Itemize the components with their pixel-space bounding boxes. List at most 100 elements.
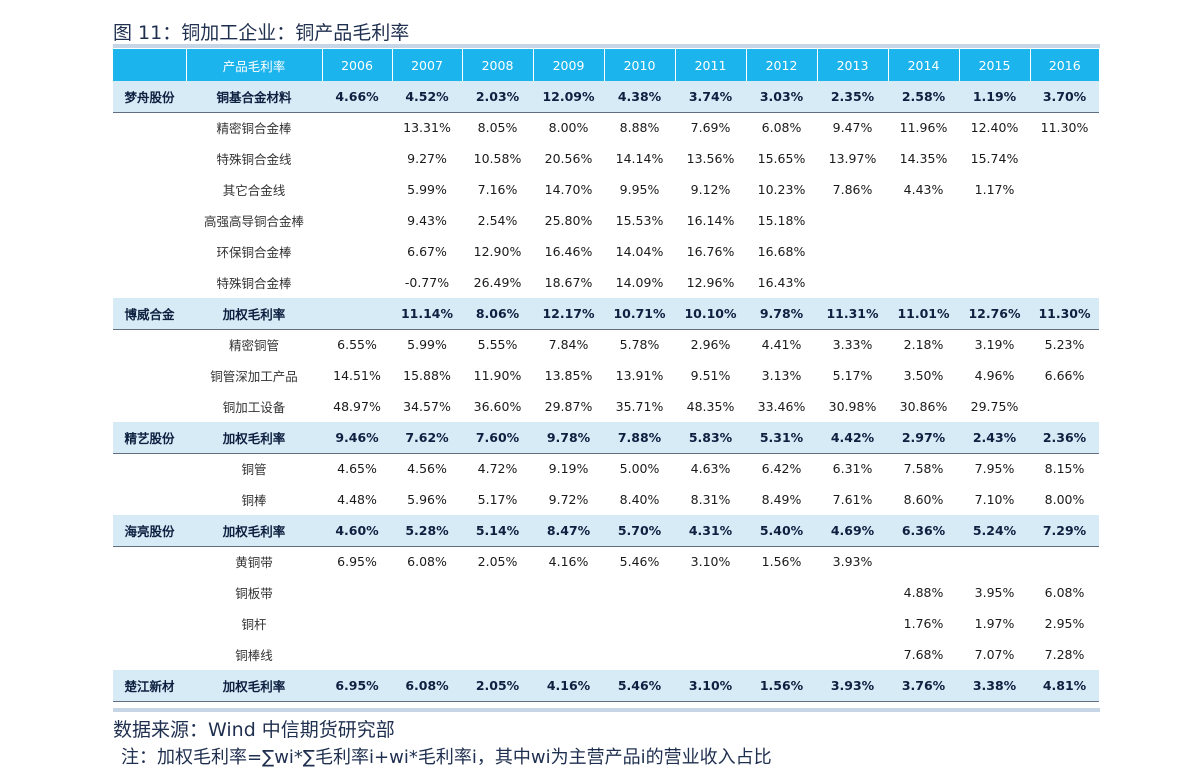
product-cell: 精密铜管 xyxy=(228,338,279,354)
product-cell: 加权毛利率 xyxy=(186,422,322,454)
table-row: 高强高导铜合金棒 9.43% 2.54% 25.80% 15.53% 16.14% 15.1… xyxy=(113,205,1099,236)
value-cell: 4.96% xyxy=(974,368,1015,383)
value-cell: 12.90% xyxy=(473,244,522,259)
value-cell: 5.14% xyxy=(462,515,533,547)
value-cell: 4.81% xyxy=(1030,670,1099,702)
value-cell: 5.40% xyxy=(746,515,817,547)
value-cell: 16.68% xyxy=(757,244,806,259)
value-cell: 11.14% xyxy=(392,298,462,330)
value-cell: 34.57% xyxy=(403,399,451,414)
table-row: 铜杆 1.76% 1.97% 2.95% xyxy=(113,608,1099,639)
product-cell: 铜板带 xyxy=(235,586,273,601)
value-cell: 14.14% xyxy=(615,151,664,166)
company-cell xyxy=(113,236,186,267)
value-cell: 5.17% xyxy=(477,492,518,507)
value-cell: 4.16% xyxy=(548,554,589,570)
value-cell: 6.95% xyxy=(337,554,377,570)
value-cell: 1.19% xyxy=(959,81,1030,113)
company-cell xyxy=(113,391,186,422)
value-cell: 6.55% xyxy=(337,337,377,353)
company-cell xyxy=(113,608,186,639)
value-cell: 8.00% xyxy=(548,120,589,136)
value-cell: 8.05% xyxy=(477,120,518,136)
value-cell: 3.50% xyxy=(903,368,944,383)
value-cell: 4.56% xyxy=(407,461,447,477)
value-cell: 10.10% xyxy=(675,298,746,330)
company-cell xyxy=(113,112,186,143)
value-cell: 8.15% xyxy=(1044,461,1085,477)
value-cell: 3.10% xyxy=(675,670,746,702)
value-cell: 14.35% xyxy=(899,151,948,166)
value-cell: 5.24% xyxy=(959,515,1030,547)
table-body: 梦舟股份 铜基合金材料 4.66% 4.52% 2.03% 12.09% 4.38% 3.74… xyxy=(113,81,1099,702)
value-cell xyxy=(1030,143,1099,174)
value-cell: 8.06% xyxy=(462,298,533,330)
value-cell xyxy=(888,267,959,298)
company-cell xyxy=(113,639,186,670)
value-cell: 12.76% xyxy=(959,298,1030,330)
value-cell: 6.08% xyxy=(392,670,462,702)
value-cell: 5.70% xyxy=(604,515,675,547)
value-cell: 7.84% xyxy=(548,337,589,353)
value-cell xyxy=(462,608,533,639)
value-cell: 7.10% xyxy=(974,492,1015,507)
product-cell: 铜基合金材料 xyxy=(186,81,322,113)
value-cell: 13.85% xyxy=(544,368,593,383)
value-cell: 4.48% xyxy=(337,492,377,507)
value-cell: 11.30% xyxy=(1040,120,1089,136)
header-cell: 2016 xyxy=(1029,49,1099,81)
value-cell xyxy=(959,546,1030,577)
company-cell xyxy=(113,174,186,205)
value-cell: 14.04% xyxy=(615,244,664,259)
value-cell: 48.97% xyxy=(333,399,381,414)
table-row: 精密铜管 6.55% 5.99% 5.55% 7.84% 5.78% 2.96% 4.41% 3… xyxy=(113,329,1099,360)
value-cell xyxy=(675,608,746,639)
value-cell: 33.46% xyxy=(757,399,806,414)
value-cell xyxy=(1030,205,1099,236)
header-cell: 2011 xyxy=(674,49,746,81)
value-cell: 4.42% xyxy=(817,422,888,454)
value-cell: 9.95% xyxy=(619,182,660,197)
value-cell: 5.99% xyxy=(407,337,447,353)
product-cell: 铜杆 xyxy=(241,617,267,632)
value-cell: 9.78% xyxy=(533,422,604,454)
value-cell: 30.98% xyxy=(828,399,877,414)
value-cell xyxy=(1030,267,1099,298)
value-cell: 7.28% xyxy=(1044,647,1085,662)
value-cell: 4.41% xyxy=(761,337,802,353)
product-cell: 铜加工设备 xyxy=(222,400,286,415)
value-cell xyxy=(322,205,392,236)
value-cell xyxy=(1030,236,1099,267)
value-cell: 3.03% xyxy=(746,81,817,113)
value-cell: 9.19% xyxy=(548,461,589,477)
value-cell: 15.53% xyxy=(615,213,664,228)
formula-note: 注：加权毛利率=∑wi*∑毛利率i+wi*毛利率i，其中wi为主营产品i的营业收… xyxy=(121,747,772,768)
value-cell xyxy=(888,546,959,577)
value-cell: 8.40% xyxy=(619,492,660,507)
value-cell xyxy=(322,577,392,608)
value-cell xyxy=(533,639,604,670)
value-cell: 9.46% xyxy=(322,422,392,454)
value-cell: 3.95% xyxy=(974,585,1015,600)
figure-title: 图 11：铜加工企业：铜产品毛利率 xyxy=(113,22,410,44)
value-cell xyxy=(462,639,533,670)
product-cell: 特殊铜合金线 xyxy=(216,152,292,167)
value-cell xyxy=(322,267,392,298)
value-cell xyxy=(1030,391,1099,422)
value-cell: 7.07% xyxy=(974,647,1015,662)
value-cell xyxy=(817,577,888,608)
header-cell xyxy=(113,49,186,81)
value-cell: 16.43% xyxy=(757,275,806,290)
value-cell: 2.18% xyxy=(903,337,944,353)
company-cell xyxy=(113,205,186,236)
company-cell: 精艺股份 xyxy=(113,422,186,454)
value-cell: 3.13% xyxy=(761,368,802,383)
value-cell: 12.17% xyxy=(533,298,604,330)
value-cell: 20.56% xyxy=(544,151,593,166)
header-cell: 2010 xyxy=(603,49,675,81)
value-cell: 3.93% xyxy=(817,670,888,702)
value-cell: 5.96% xyxy=(407,492,447,507)
value-cell xyxy=(322,298,392,330)
header-cell: 2006 xyxy=(321,49,392,81)
value-cell: 4.60% xyxy=(322,515,392,547)
